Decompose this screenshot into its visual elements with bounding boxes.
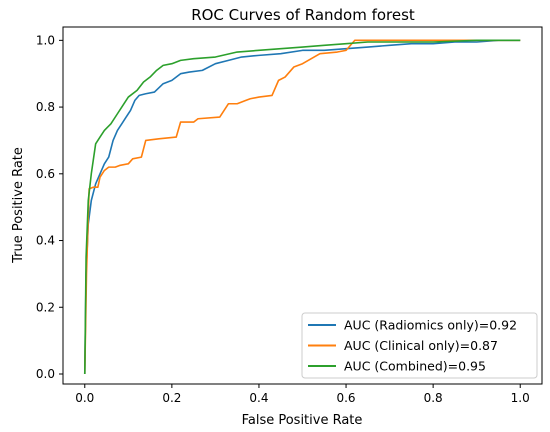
- y-tick-label-2: 0.4: [36, 234, 55, 248]
- x-tick-label-2: 0.4: [249, 391, 268, 405]
- y-tick-label-4: 0.8: [36, 100, 55, 114]
- y-tick-label-0: 0.0: [36, 367, 55, 381]
- x-tick-label-5: 1.0: [511, 391, 530, 405]
- axes: 0.0 0.2 0.4 0.6 0.8 1.0 0.0 0.2 0.4 0.6 0.8 1.0: [36, 33, 530, 405]
- x-tick-label-1: 0.2: [162, 391, 181, 405]
- y-axis-label: True Positive Rate: [11, 147, 26, 264]
- legend-label-1: AUC (Clinical only)=0.87: [344, 338, 498, 353]
- y-tick-label-1: 0.2: [36, 300, 55, 314]
- legend-box: [301, 312, 538, 379]
- series-line-2: [83, 39, 521, 374]
- legend: AUC (Radiomics only)=0.92 AUC (Clinical o…: [301, 312, 538, 379]
- legend-label-0: AUC (Radiomics only)=0.92: [344, 318, 517, 333]
- x-tick-label-0: 0.0: [75, 391, 94, 405]
- series-line-1: [83, 39, 521, 375]
- series-line-0: [83, 39, 521, 375]
- chart-title: ROC Curves of Random forest: [191, 6, 415, 24]
- y-tick-label-5: 1.0: [36, 33, 55, 47]
- x-tick-label-4: 0.8: [424, 391, 443, 405]
- plot-frame: [62, 26, 543, 385]
- y-tick-label-3: 0.6: [36, 167, 55, 181]
- x-tick-label-3: 0.6: [336, 391, 355, 405]
- legend-label-2: AUC (Combined)=0.95: [344, 359, 486, 374]
- x-axis-label: False Positive Rate: [242, 413, 363, 428]
- plot-lines: [83, 39, 521, 375]
